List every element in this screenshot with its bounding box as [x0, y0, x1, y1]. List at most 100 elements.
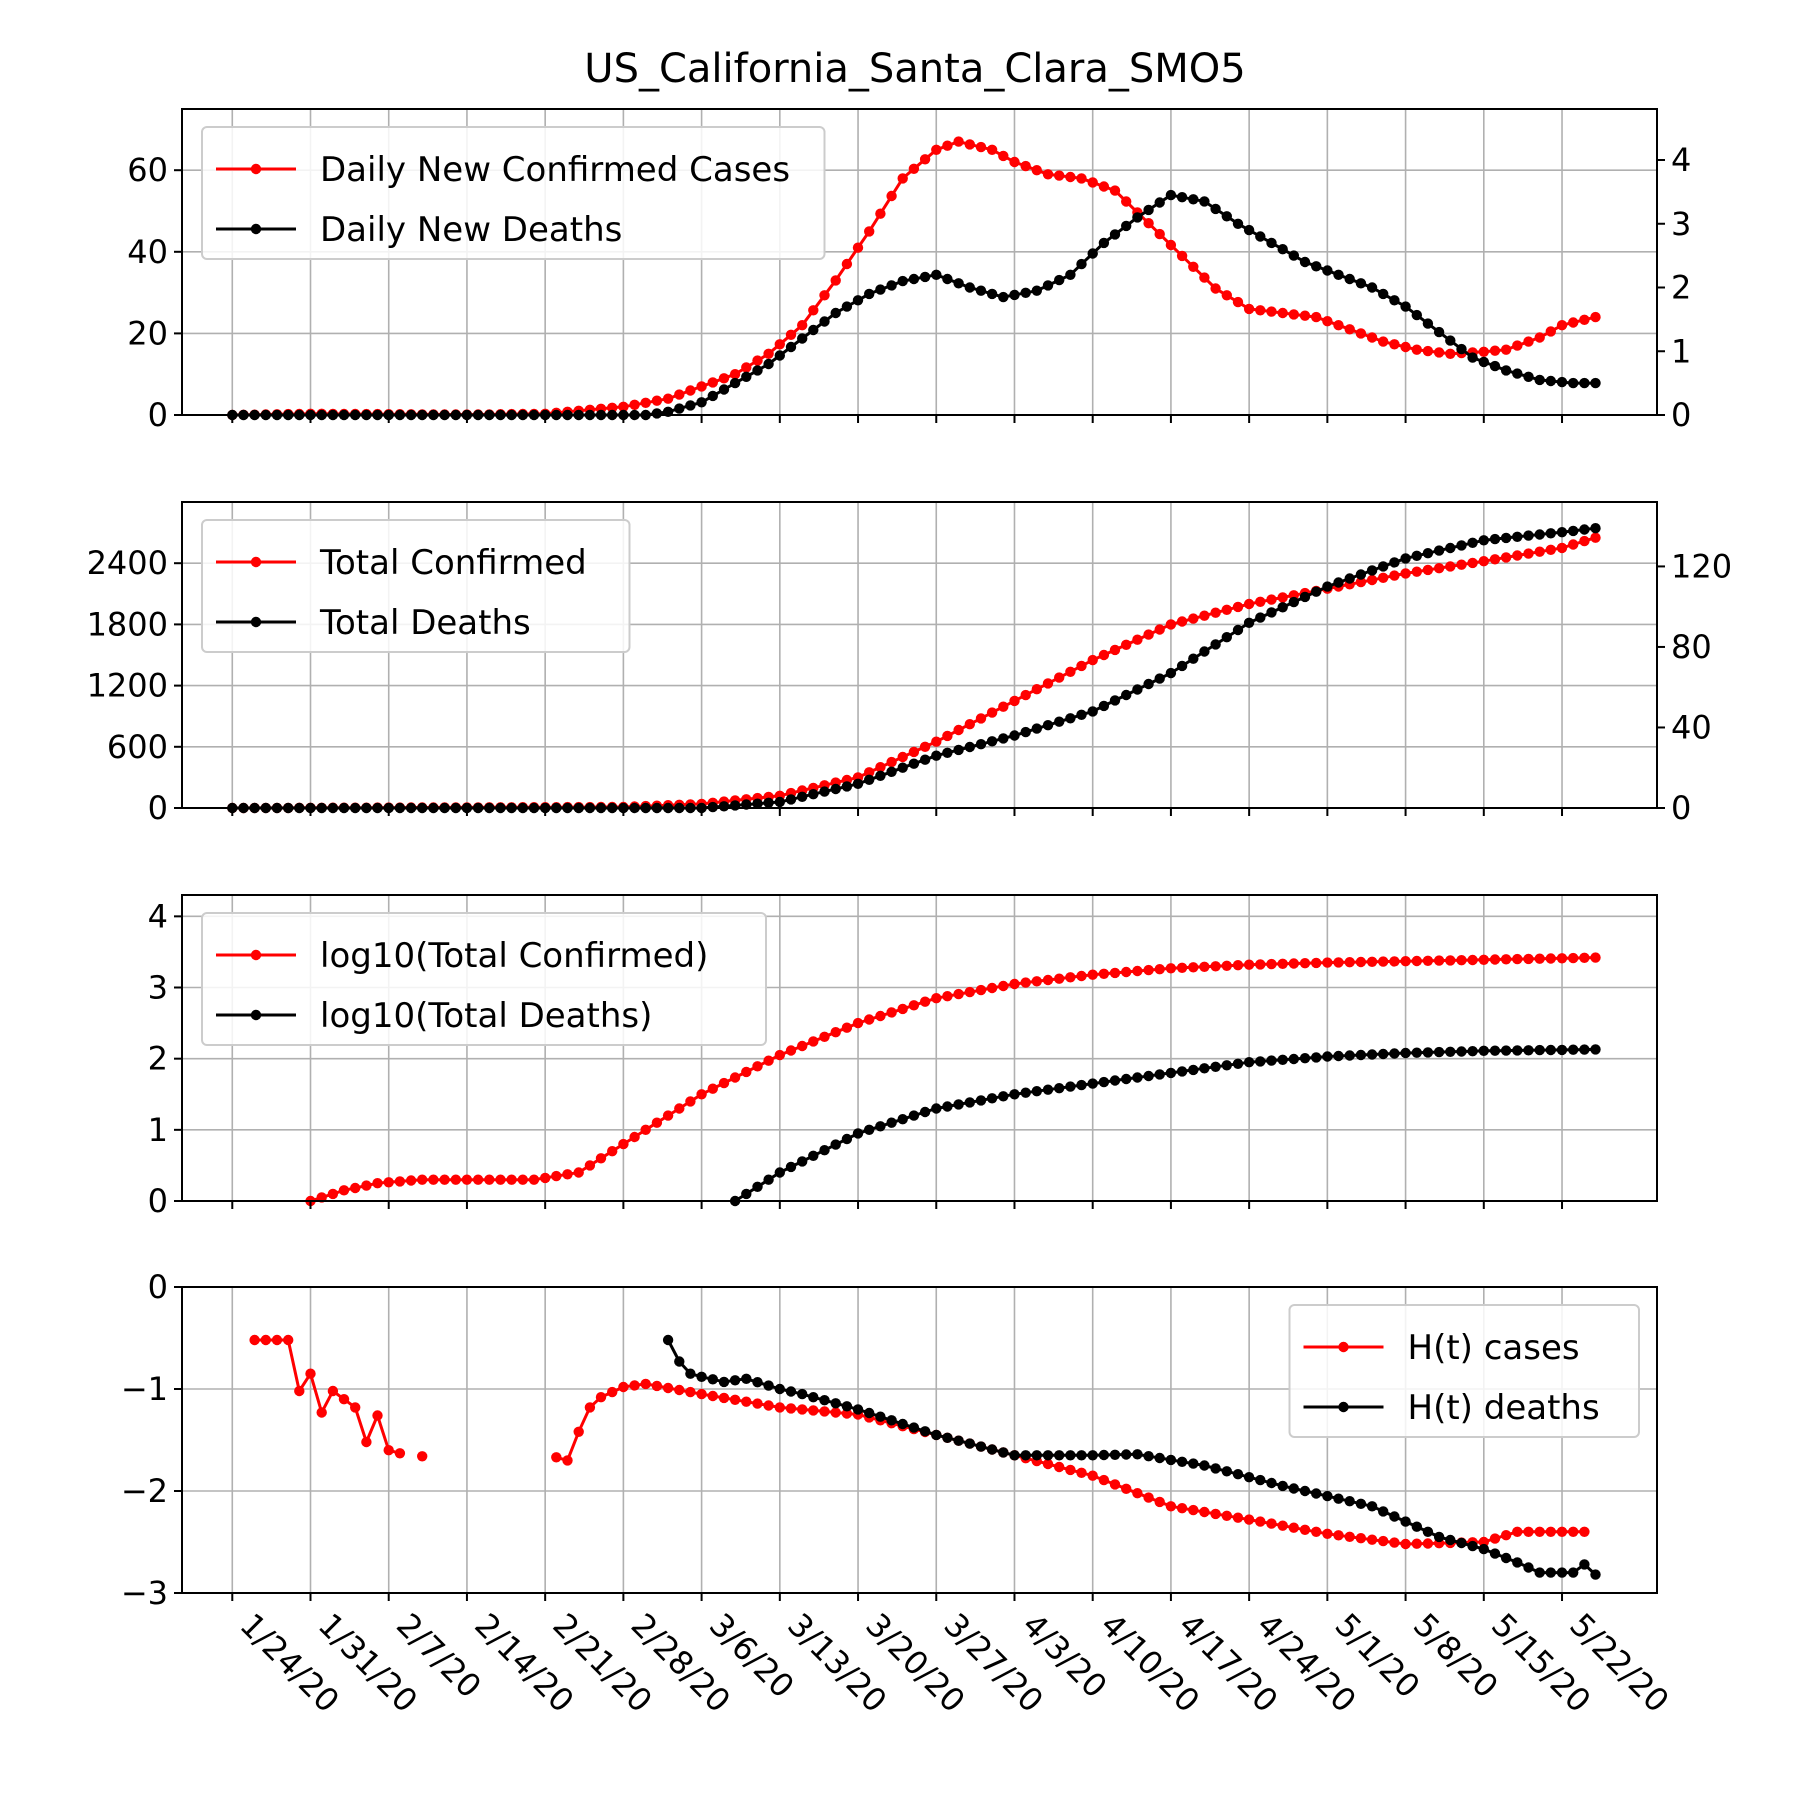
- data-point: [1109, 695, 1121, 706]
- data-point: [1288, 1053, 1300, 1065]
- legend-marker: [1338, 1401, 1349, 1413]
- data-point: [674, 1103, 685, 1114]
- data-point: [998, 150, 1009, 162]
- data-point: [1322, 957, 1333, 968]
- data-point: [651, 1380, 663, 1392]
- data-point: [1076, 258, 1087, 270]
- data-point: [1568, 1567, 1579, 1578]
- data-point: [1478, 1543, 1490, 1555]
- data-point: [1500, 532, 1512, 544]
- data-point: [1411, 1047, 1423, 1058]
- data-point: [919, 1106, 931, 1118]
- data-point: [1020, 1450, 1031, 1461]
- data-point: [1009, 978, 1020, 990]
- data-point: [964, 741, 975, 753]
- data-point: [1445, 955, 1456, 966]
- data-point: [875, 208, 886, 219]
- data-point: [975, 1095, 987, 1106]
- data-point: [1143, 964, 1154, 976]
- data-point: [1366, 565, 1378, 576]
- data-point: [1210, 283, 1221, 294]
- data-point: [919, 1426, 931, 1437]
- data-point: [1512, 550, 1523, 561]
- data-point: [986, 736, 998, 747]
- data-point: [1255, 305, 1266, 316]
- data-point: [1042, 720, 1054, 731]
- data-point: [718, 373, 730, 384]
- data-point: [1210, 1508, 1221, 1520]
- data-point: [1176, 1456, 1188, 1468]
- data-point: [1109, 967, 1121, 979]
- data-point: [852, 295, 864, 306]
- y-tick-label: 2: [148, 1040, 168, 1078]
- data-point: [551, 1452, 562, 1463]
- data-point: [1165, 1454, 1177, 1466]
- data-point: [640, 397, 651, 408]
- data-point: [975, 1441, 987, 1452]
- data-point: [517, 1174, 528, 1185]
- data-point: [674, 389, 685, 400]
- data-point: [662, 1382, 674, 1394]
- data-point: [417, 1174, 428, 1185]
- data-point: [1109, 229, 1121, 240]
- data-point: [1411, 955, 1423, 967]
- data-point: [1500, 344, 1512, 355]
- data-point: [1512, 1526, 1523, 1538]
- y-tick-label: 0: [148, 1268, 168, 1306]
- data-point: [1098, 649, 1110, 661]
- data-point: [1232, 1469, 1244, 1480]
- legend-marker: [250, 616, 262, 628]
- axes-frame: [181, 1286, 1658, 1594]
- data-point: [1132, 212, 1143, 223]
- legend-box: [201, 519, 631, 653]
- data-point: [1031, 285, 1043, 296]
- data-point: [651, 1117, 663, 1128]
- data-point: [1378, 572, 1389, 583]
- data-point: [327, 1188, 339, 1200]
- y-tick-label: 60: [127, 151, 168, 189]
- data-point: [350, 1402, 361, 1413]
- data-point: [1288, 250, 1300, 261]
- data-point: [975, 713, 987, 724]
- y2-tick-label: 0: [1671, 396, 1691, 434]
- data-point: [1243, 598, 1255, 610]
- data-point: [1165, 963, 1177, 974]
- data-point: [1322, 1490, 1333, 1502]
- data-point: [718, 801, 730, 812]
- data-point: [919, 996, 931, 1007]
- legend-label: H(t) deaths: [1408, 1388, 1600, 1428]
- data-point: [1277, 1520, 1288, 1531]
- data-point: [1299, 1524, 1311, 1536]
- panel-h-t: −3 −2 −1 0 H(t) cases H(t) deaths: [121, 1268, 1658, 1612]
- data-point: [1568, 1044, 1579, 1055]
- data-point: [662, 1110, 674, 1121]
- data-point: [573, 1167, 584, 1178]
- data-point: [1333, 320, 1344, 331]
- data-point: [1031, 1086, 1043, 1097]
- data-point: [1579, 952, 1590, 963]
- data-point: [763, 797, 774, 808]
- data-point: [1143, 1492, 1154, 1503]
- data-point: [685, 1096, 696, 1107]
- data-point: [875, 762, 886, 773]
- data-point: [797, 1040, 808, 1052]
- data-point: [1467, 1046, 1478, 1057]
- data-point: [785, 1403, 797, 1414]
- data-point: [1378, 956, 1389, 967]
- data-point: [1087, 654, 1098, 666]
- data-point: [1299, 310, 1311, 321]
- data-point: [338, 1185, 350, 1196]
- series-h-t-deaths: [662, 1334, 1601, 1580]
- data-point: [1433, 347, 1445, 358]
- data-point: [294, 1385, 305, 1397]
- data-point: [1277, 1054, 1288, 1066]
- data-point: [942, 1432, 953, 1444]
- data-point: [1232, 624, 1244, 636]
- data-point: [729, 369, 741, 380]
- data-point: [1255, 1474, 1266, 1486]
- data-point: [741, 1373, 752, 1385]
- data-point: [472, 1174, 484, 1185]
- data-point: [439, 1174, 450, 1185]
- data-point: [942, 273, 953, 285]
- data-point: [1523, 953, 1534, 965]
